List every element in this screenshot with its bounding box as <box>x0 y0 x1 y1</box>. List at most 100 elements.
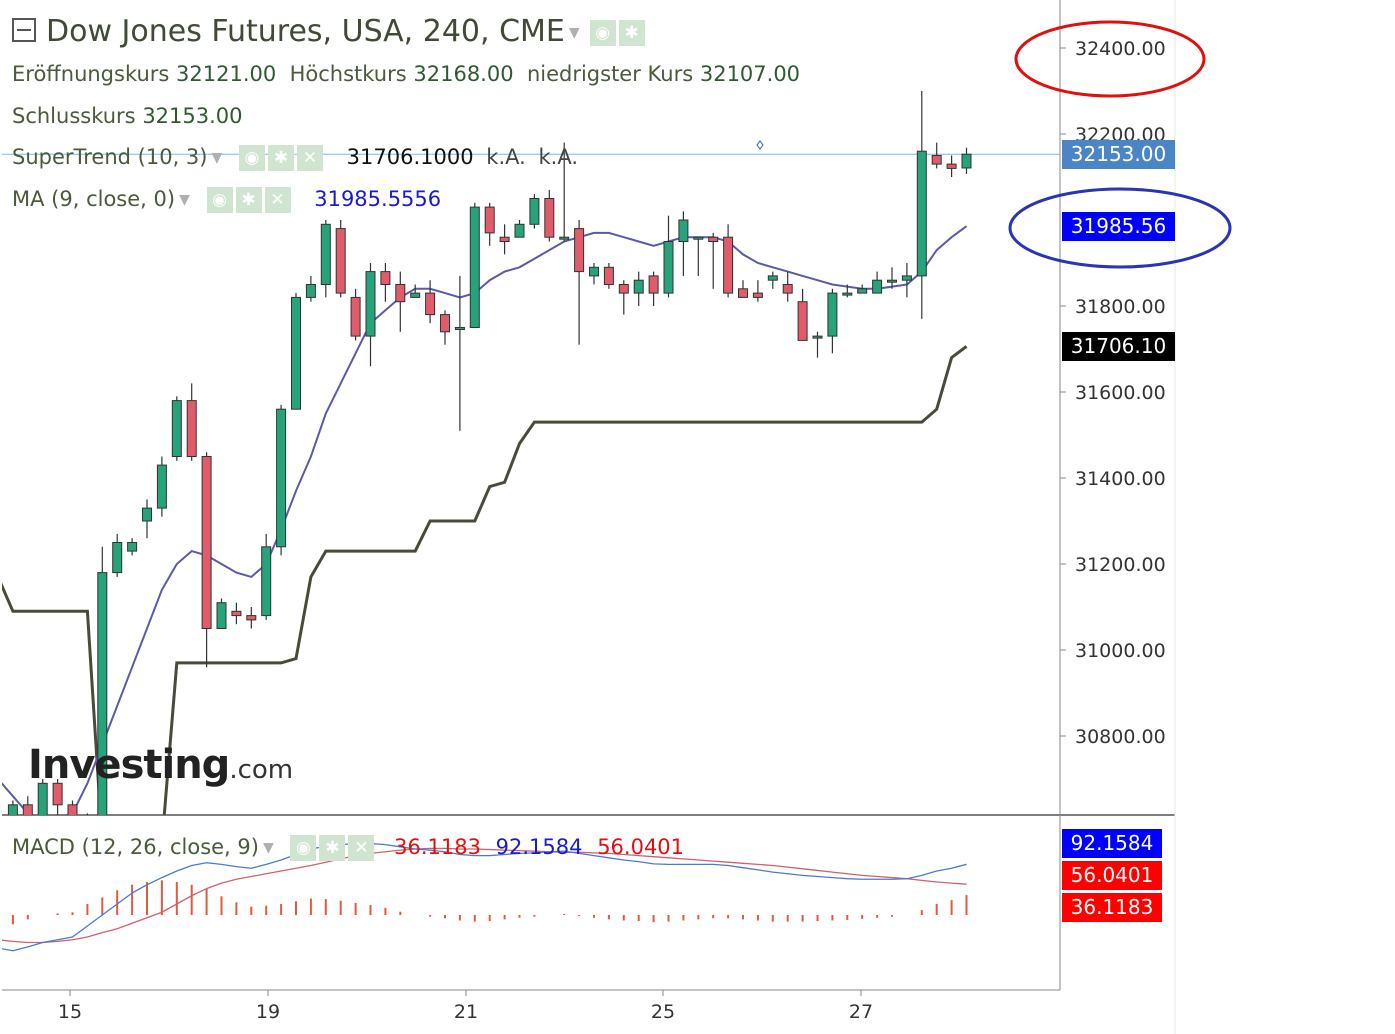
collapse-icon[interactable] <box>12 17 36 42</box>
candle-body <box>365 271 376 337</box>
close-icon[interactable]: ✕ <box>264 187 291 213</box>
macd-signal-line <box>2 847 967 944</box>
investing-logo: Investing.com <box>28 742 293 788</box>
x-tick-label: 15 <box>58 1001 82 1023</box>
candle-body <box>425 292 436 316</box>
candle-body <box>186 400 197 458</box>
chevron-down-icon[interactable]: ▼ <box>568 24 580 41</box>
candle-body <box>37 782 48 815</box>
chevron-down-icon[interactable]: ▼ <box>262 840 274 856</box>
candle-body <box>335 228 346 294</box>
candle-body <box>678 219 689 242</box>
ma-line <box>2 225 968 815</box>
supertrend-na-1: k.A. <box>486 145 526 169</box>
candle-body <box>112 542 123 574</box>
open-value: 32121.00 <box>176 62 277 86</box>
annotations <box>756 20 1232 269</box>
candle-body <box>708 236 719 242</box>
chevron-down-icon[interactable]: ▼ <box>211 150 223 166</box>
open-label: Eröffnungskurs <box>12 62 170 86</box>
candle-body <box>246 615 257 621</box>
supertrend-price-tag: 31706.10 <box>1062 332 1175 361</box>
gear-icon[interactable]: ✱ <box>319 835 346 861</box>
macd-signal-value: 56.0401 <box>597 835 685 859</box>
y-tick-label: 30800.00 <box>1075 726 1166 748</box>
macd-value: 92.1584 <box>495 835 583 859</box>
supertrend-label[interactable]: SuperTrend (10, 3) <box>12 145 208 169</box>
candle-body <box>961 153 972 169</box>
ma-legend: MA (9, close, 0) ▼ ◉ ✱ ✕ 31985.5556 <box>12 187 441 213</box>
supertrend-line <box>2 345 968 815</box>
price-series-group <box>2 91 972 815</box>
candle-body <box>738 288 748 298</box>
candle-body <box>22 804 33 815</box>
close-icon[interactable]: ✕ <box>296 145 323 171</box>
ma-value: 31985.5556 <box>314 187 442 211</box>
close-icon[interactable]: ✕ <box>348 835 375 861</box>
candle-body <box>872 279 883 294</box>
macd-series-group <box>2 842 968 952</box>
close-row: Schlusskurs 32153.00 <box>12 104 243 128</box>
macd-label[interactable]: MACD (12, 26, close, 9) <box>12 835 259 859</box>
candle-body <box>931 155 942 165</box>
y-tick-label: 31400.00 <box>1075 468 1166 490</box>
high-label: Höchstkurs <box>289 62 407 86</box>
candle-body <box>827 292 838 337</box>
candle-body <box>648 275 659 294</box>
hist-tag: 36.1183 <box>1062 893 1162 922</box>
candle-body <box>916 150 927 277</box>
time-axis: 15 19 21 25 27 <box>58 990 873 1023</box>
gear-icon[interactable]: ✱ <box>235 187 262 213</box>
candle-body <box>484 206 495 234</box>
price-pane <box>2 91 1060 815</box>
candle-body <box>782 284 793 294</box>
y-tick-label: 32400.00 <box>1075 38 1166 60</box>
candle-body <box>171 400 182 458</box>
candle-body <box>633 279 644 294</box>
close-value: 32153.00 <box>142 104 243 128</box>
grid <box>2 0 1176 1034</box>
y-tick-label: 31000.00 <box>1075 640 1166 662</box>
eye-icon[interactable]: ◉ <box>238 145 265 171</box>
candle-body <box>469 206 480 329</box>
logo-suffix: .com <box>229 755 294 785</box>
last-price-tag: 32153.00 <box>1062 140 1175 169</box>
eye-icon[interactable]: ◉ <box>290 835 317 861</box>
candle-body <box>380 271 391 286</box>
ma-label[interactable]: MA (9, close, 0) <box>12 187 176 211</box>
candle-body <box>142 507 152 522</box>
logo-brand: Investing <box>28 742 230 788</box>
macd-line <box>2 842 967 952</box>
candle-body <box>693 236 704 240</box>
candle-body <box>291 296 301 410</box>
candle-body <box>67 804 78 815</box>
signal-tag: 56.0401 <box>1062 861 1162 890</box>
candle-body <box>410 292 421 298</box>
candle-body <box>857 288 868 294</box>
gear-icon[interactable]: ✱ <box>267 145 294 171</box>
candle-body <box>603 266 614 285</box>
candle-body <box>231 610 242 617</box>
candle-body <box>589 266 599 277</box>
annotation-blue-ellipse <box>1008 187 1232 269</box>
candle-body <box>127 542 138 552</box>
eye-icon[interactable]: ◉ <box>589 19 616 46</box>
chart-title-row: Dow Jones Futures, USA, 240, CME ▼ ◉ ✱ <box>12 14 648 49</box>
eye-icon[interactable]: ◉ <box>206 187 233 213</box>
candle-body <box>618 284 629 294</box>
candle-body <box>574 228 585 273</box>
marker-diamond <box>756 140 764 150</box>
candle-body <box>767 275 778 281</box>
candle-body <box>514 223 525 238</box>
x-tick-label: 19 <box>256 1001 280 1023</box>
candle-body <box>529 198 540 225</box>
candle-body <box>97 572 108 815</box>
chevron-down-icon[interactable]: ▼ <box>179 192 190 208</box>
candle-body <box>663 241 674 294</box>
macd-pane <box>2 842 968 952</box>
gear-icon[interactable]: ✱ <box>618 19 645 46</box>
macd-hist-value: 36.1183 <box>394 835 481 859</box>
macd-legend: MACD (12, 26, close, 9) ▼ ◉ ✱ ✕ 36.1183 92.… <box>12 835 684 861</box>
candle-body <box>305 284 316 298</box>
